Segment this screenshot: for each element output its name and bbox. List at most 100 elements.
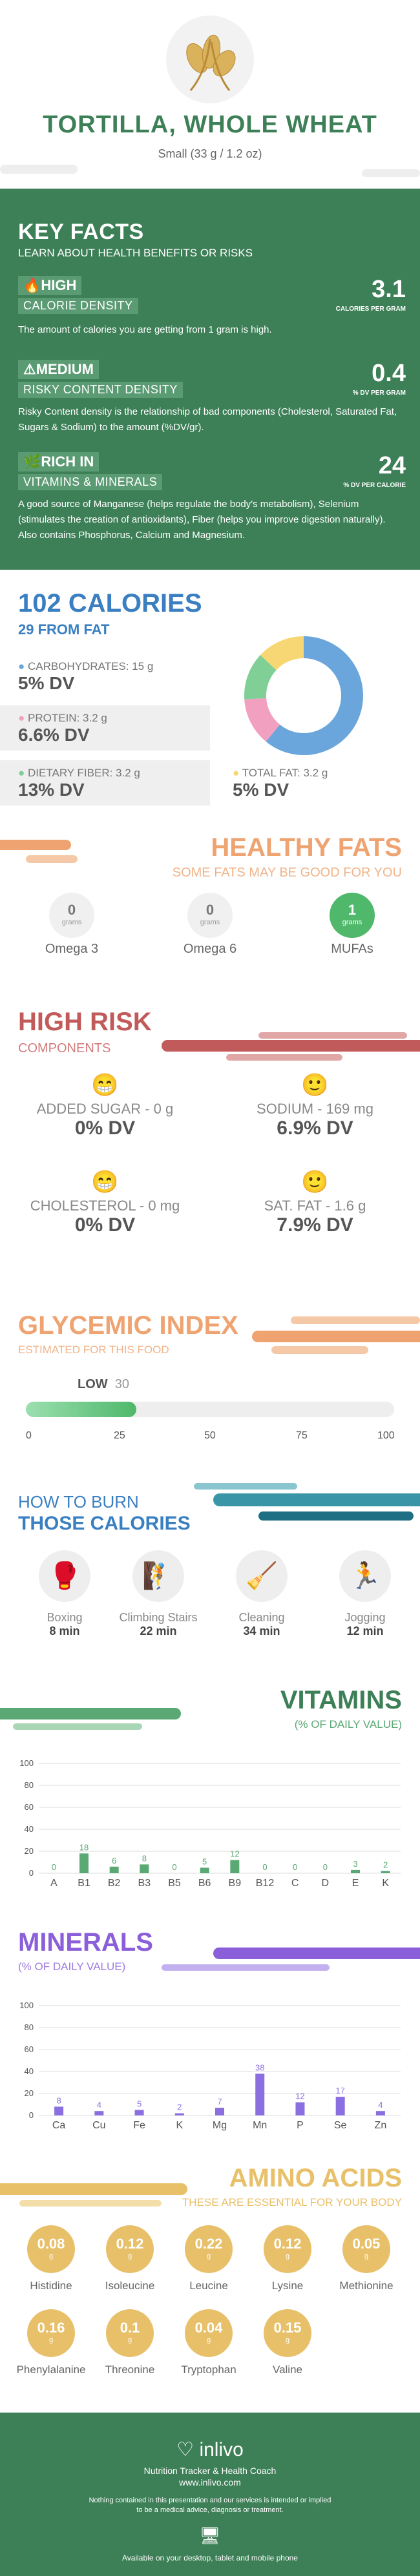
bar-value-label: 3 (353, 1859, 357, 1869)
x-tick-label: Cu (92, 2120, 105, 2131)
bar (94, 2111, 104, 2115)
decor-stripe (226, 1054, 342, 1061)
decor-stripe (19, 2200, 162, 2207)
footer-disclaimer: Nothing contained in this presentation a… (89, 2497, 331, 2504)
fat-value: 0 (67, 902, 76, 918)
tick-label: 50 (204, 1430, 216, 1441)
flame-icon: 🔥 (23, 277, 41, 293)
fact-category: RISKY CONTENT DENSITY (18, 382, 183, 398)
amino-unit: g (127, 2336, 132, 2344)
tick-label: 0 (26, 1430, 32, 1441)
risk-sat-fat: 🙂 SAT. FAT - 1.6 g 7.9% DV (210, 1169, 420, 1236)
amino-title: AMINO ACIDS (229, 2164, 402, 2192)
bar (174, 2113, 184, 2115)
bar (109, 1866, 119, 1873)
bar (351, 1869, 360, 1873)
bullet-icon: ● (18, 767, 25, 779)
amino-label: Histidine (30, 2280, 72, 2292)
amino-badge: 0.04 g (185, 2309, 233, 2357)
glycemic-title: GLYCEMIC INDEX (18, 1311, 238, 1340)
x-tick-label: K (382, 1878, 389, 1889)
fact-description: Risky Content density is the relationshi… (18, 406, 397, 433)
amino-subtitle: THESE ARE ESSENTIAL FOR YOUR BODY (182, 2196, 402, 2208)
fact-category: CALORIE DENSITY (18, 298, 138, 314)
amino-unit: g (285, 2336, 290, 2344)
x-tick-label: B1 (78, 1878, 90, 1889)
y-tick-label: 80 (25, 1780, 34, 1790)
x-tick-label: Ca (52, 2120, 66, 2131)
amino-value: 0.16 (37, 2320, 65, 2336)
fact-unit: % DV PER CALORIE (343, 482, 406, 489)
y-tick-label: 60 (25, 1802, 34, 1812)
glycemic-fill (26, 1402, 136, 1417)
x-tick-label: B5 (168, 1878, 181, 1889)
decor-stripe (13, 1723, 142, 1730)
burn-title-1: HOW TO BURN (18, 1492, 139, 1511)
decor-stripe (0, 840, 71, 850)
activity-jogging: 🏃 Jogging 12 min (320, 1550, 410, 1638)
risk-cholesterol: 😁 CHOLESTEROL - 0 mg 0% DV (0, 1169, 210, 1236)
bar (295, 2102, 305, 2115)
x-tick-label: Se (334, 2120, 347, 2131)
amino-badge: 0.16 g (27, 2309, 75, 2357)
jogging-icon: 🏃 (339, 1550, 391, 1602)
devices-icon: 🖥 (199, 2526, 221, 2545)
donut-slice (244, 697, 280, 742)
bar-value-label: 6 (112, 1856, 116, 1865)
y-tick-label: 60 (25, 2044, 34, 2054)
decor-stripe (291, 1316, 420, 1324)
calories-section: 102 CALORIES 29 FROM FAT ● CARBOHYDRATES… (0, 570, 420, 828)
amino-item: 0.16 g Phenylalanine (13, 2309, 89, 2376)
amino-label: Tryptophan (181, 2363, 236, 2376)
amino-item: 0.05 g Methionine (328, 2225, 404, 2292)
bar-value-label: 8 (56, 2095, 61, 2105)
amino-badge: 0.12 g (106, 2225, 154, 2273)
bar (79, 1853, 89, 1873)
amino-section: AMINO ACIDS THESE ARE ESSENTIAL FOR YOUR… (0, 2164, 420, 2403)
x-tick-label: D (322, 1878, 330, 1889)
amino-badge: 0.22 g (185, 2225, 233, 2273)
amino-unit: g (48, 2252, 54, 2260)
bar (200, 1867, 209, 1873)
glycemic-track (26, 1402, 394, 1417)
risk-added-sugar: 😁 ADDED SUGAR - 0 g 0% DV (0, 1072, 210, 1139)
amino-item: 0.1 g Threonine (92, 2309, 168, 2376)
fact-unit: CALORIES PER GRAM (335, 306, 406, 313)
amino-label: Isoleucine (105, 2280, 155, 2292)
fat-unit: grams (200, 919, 220, 926)
activity-time: 12 min (346, 1625, 384, 1637)
fact-level: 🔥HIGH (18, 276, 82, 295)
bar-value-label: 4 (378, 2100, 383, 2110)
decor-stripe (26, 855, 78, 863)
glycemic-level: LOW 30 (78, 1377, 130, 1391)
bar (134, 2110, 144, 2115)
burn-section: HOW TO BURN THOSE CALORIES 🥊 Boxing 8 mi… (0, 1479, 420, 1679)
boxing-icon: 🥊 (39, 1550, 90, 1602)
y-tick-label: 100 (19, 1758, 34, 1768)
bullet-icon: ● (233, 767, 240, 779)
amino-value: 0.08 (37, 2236, 65, 2252)
amino-value: 0.22 (194, 2236, 223, 2252)
bar-value-label: 0 (172, 1862, 176, 1872)
fat-label: MUFAs (331, 942, 373, 956)
risk-sodium: 🙂 SODIUM - 169 mg 6.9% DV (210, 1072, 420, 1139)
tick-label: 25 (114, 1430, 125, 1441)
risk-dv: 0% DV (74, 1214, 136, 1236)
macro-dv: 13% DV (18, 780, 85, 800)
footer-url[interactable]: www.inlivo.com (179, 2477, 241, 2488)
tick-label: 100 (377, 1430, 395, 1441)
vitamins-section: VITAMINS (% OF DAILY VALUE) 0 20 40 60 80 100… (0, 1679, 420, 1906)
burn-title-2: THOSE CALORIES (18, 1513, 191, 1534)
x-tick-label: B6 (198, 1878, 211, 1889)
minerals-title: MINERALS (18, 1928, 153, 1957)
healthy-fats-title: HEALTHY FATS (211, 833, 402, 862)
x-tick-label: Zn (375, 2120, 387, 2131)
fact-unit: % DV PER GRAM (352, 390, 406, 397)
bar-value-label: 12 (295, 2092, 304, 2101)
amino-item: 0.08 g Histidine (13, 2225, 89, 2292)
minerals-subtitle: (% OF DAILY VALUE) (18, 1960, 126, 1973)
fact-value: 24 (378, 452, 406, 479)
risk-dv: 0% DV (74, 1117, 136, 1139)
healthy-fats-subtitle: SOME FATS MAY BE GOOD FOR YOU (172, 866, 402, 880)
bar-value-label: 2 (383, 1860, 388, 1870)
